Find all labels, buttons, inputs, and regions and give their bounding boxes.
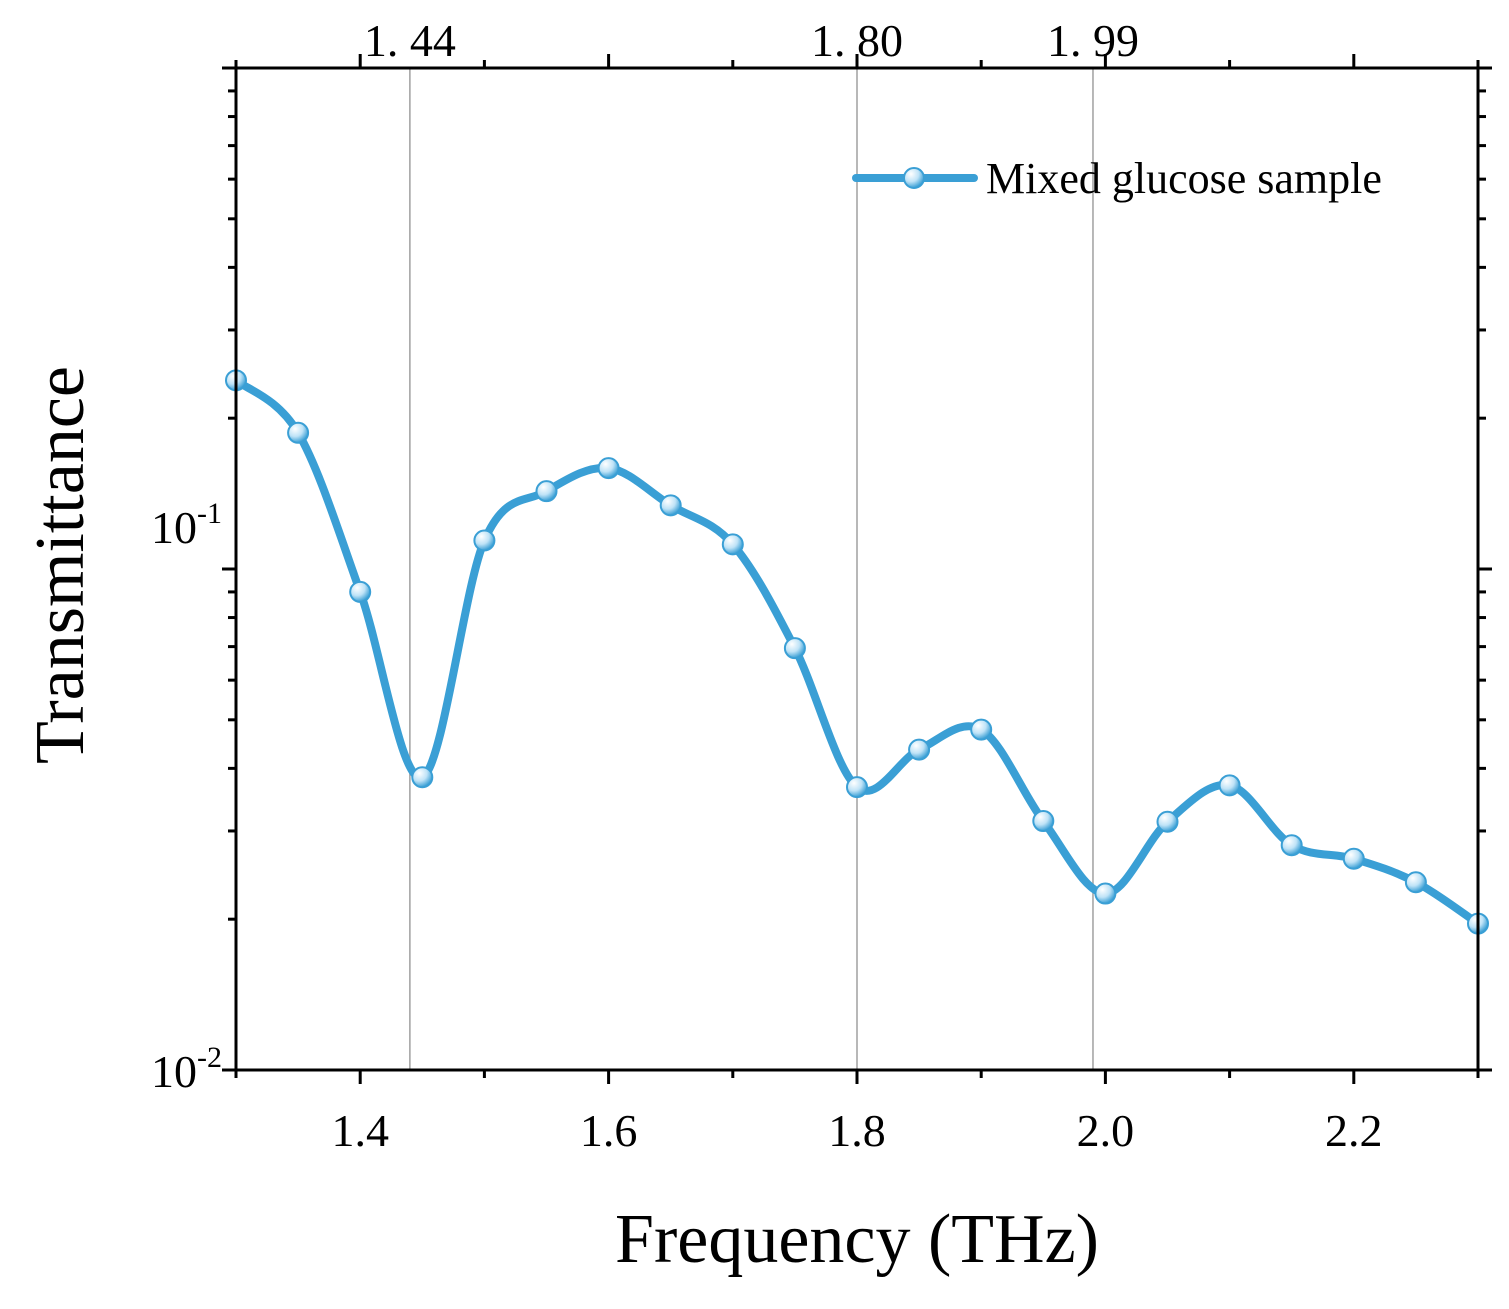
legend-label: Mixed glucose sample [986, 154, 1382, 203]
data-point [1404, 871, 1427, 894]
x-tick-label: 2.0 [1077, 1105, 1135, 1156]
data-point [287, 421, 310, 444]
data-point [473, 529, 496, 552]
x-tick-labels: 1.4 1.6 1.8 2.0 2.2 [331, 1105, 1382, 1156]
data-point [1280, 834, 1303, 857]
data-point [535, 480, 558, 503]
data-point [1094, 882, 1117, 905]
reference-label-3: 1. 99 [1047, 15, 1139, 66]
data-point [908, 738, 931, 761]
data-point [970, 718, 993, 741]
x-tick-label: 1.8 [828, 1105, 886, 1156]
data-point [411, 766, 434, 789]
reference-label-2: 1. 80 [811, 15, 903, 66]
plot-frame [234, 66, 1480, 1072]
y-tick-base: 10 [151, 1046, 197, 1097]
x-tick-label: 1.6 [580, 1105, 638, 1156]
data-point [846, 776, 868, 799]
data-point [659, 494, 682, 517]
data-point [1342, 847, 1365, 870]
x-axis-title: Frequency (THz) [615, 1201, 1099, 1278]
reference-labels: 1. 44 1. 80 1. 99 [364, 15, 1139, 66]
y-tick-label: 10-2 [151, 1041, 222, 1097]
reference-label-1: 1. 44 [364, 15, 456, 66]
y-tick-base: 10 [151, 502, 197, 553]
y-tick-exponent: -1 [197, 497, 222, 530]
data-point [721, 533, 744, 556]
data-point [1032, 810, 1055, 833]
y-axis-title: Transmittance [22, 366, 99, 764]
legend: Mixed glucose sample [852, 154, 1382, 203]
data-point [1156, 810, 1179, 833]
y-tick-exponent: -2 [197, 1041, 222, 1074]
data-point [783, 637, 806, 660]
y-tick-labels: 10-1 10-2 [151, 497, 222, 1097]
series-markers [225, 369, 1489, 935]
data-point [349, 580, 372, 603]
x-tick-label: 2.2 [1325, 1105, 1383, 1156]
y-tick-label: 10-1 [151, 497, 222, 553]
x-tick-label: 1.4 [331, 1105, 389, 1156]
data-point [1218, 774, 1241, 797]
reference-lines [409, 68, 1094, 1070]
legend-marker [903, 167, 925, 189]
data-point [597, 457, 620, 480]
